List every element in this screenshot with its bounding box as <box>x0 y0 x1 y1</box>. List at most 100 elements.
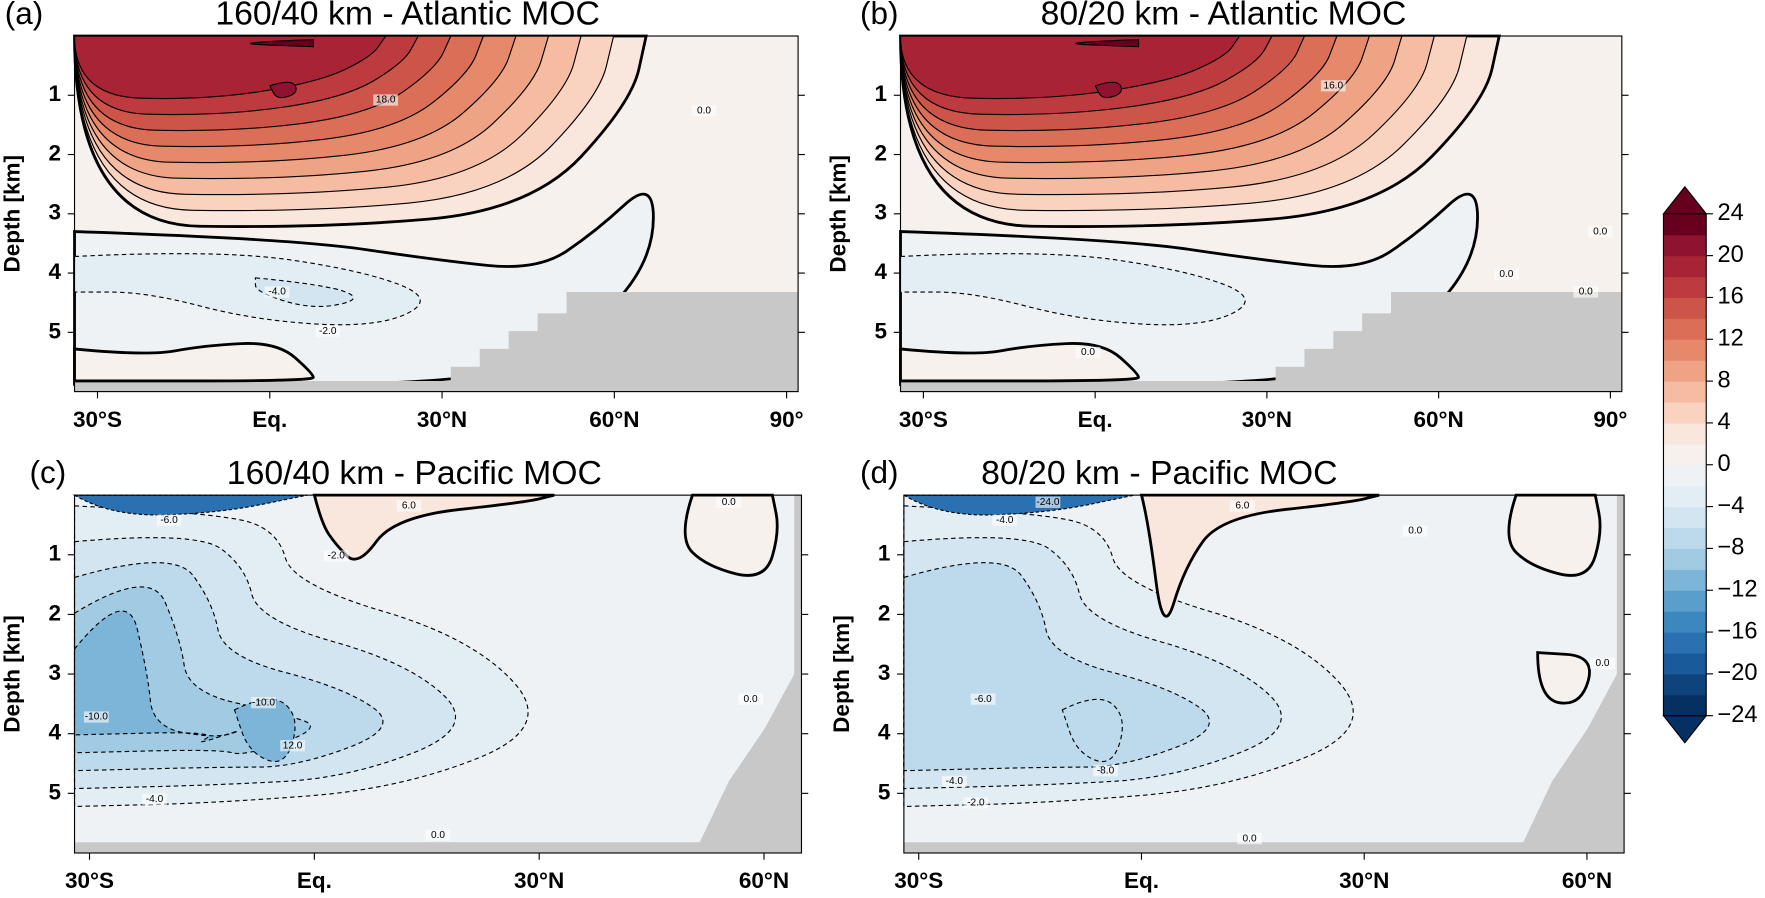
x-tick-label: 60°N <box>1562 868 1612 893</box>
positive-contour <box>1094 81 1122 99</box>
contour-label-bg <box>323 550 349 562</box>
contour-label-bg <box>1590 657 1615 669</box>
positive-cell <box>1507 493 1602 577</box>
y-tick-label: 3 <box>49 200 62 225</box>
panel: (a) 160/40 km - Atlantic MOC Depth [km] 1 2 3… <box>0 0 805 432</box>
contour-label: 6.0 <box>402 501 416 512</box>
positive-contour <box>269 81 297 99</box>
colorbar-segment <box>1663 255 1707 278</box>
colorbar-tick-label: 4 <box>1717 409 1730 435</box>
contour-label-bg <box>264 286 290 298</box>
contour-label-bg <box>1229 500 1255 512</box>
colorbar: 24 20 16 12 8 4 0 −4 −8 −12 −16 −20 −24 <box>1662 185 1758 744</box>
panel-label: (a) <box>5 0 44 31</box>
y-tick-label: 2 <box>49 600 62 625</box>
y-tick-label: 2 <box>49 140 62 165</box>
colorbar-tick-label: −24 <box>1717 702 1757 728</box>
colorbar-segment <box>1663 234 1707 257</box>
colorbar-segment <box>1663 360 1707 382</box>
contour-label-bg <box>83 711 109 723</box>
x-tick-label: 30°S <box>894 868 943 893</box>
topography <box>903 495 1625 853</box>
contour-label-bg <box>738 693 763 705</box>
surface-negative <box>72 494 308 516</box>
x-tick-label: Eq. <box>1078 407 1113 432</box>
colorbar-segment <box>1663 443 1707 466</box>
colorbar-segment <box>1663 318 1707 340</box>
contour-label-bg <box>251 697 276 709</box>
contour-label: -2.0 <box>319 326 337 337</box>
contour-label-bg <box>970 693 996 705</box>
colorbar-tick-label: 16 <box>1717 284 1743 310</box>
colorbar-extend-top <box>1662 185 1708 215</box>
x-tick-label: 30°S <box>65 868 114 893</box>
contour-label-bg <box>1075 346 1101 359</box>
x-tick-label: 90° <box>1593 407 1627 432</box>
colorbar-segment <box>1663 590 1707 612</box>
colorbar-segment <box>1663 276 1707 299</box>
contour-label-bg <box>280 740 305 752</box>
contour-label-bg <box>691 105 717 117</box>
contour-label: -4.0 <box>996 515 1014 526</box>
colorbar-segment <box>1663 632 1707 654</box>
contour-label-bg <box>1587 225 1613 238</box>
x-tick-label: 30°S <box>73 407 122 432</box>
colorbar-segment <box>1663 548 1707 570</box>
contour-label: 16.0 <box>1323 80 1343 91</box>
colorbar-segment <box>1663 527 1707 549</box>
contour-label: 6.0 <box>1235 501 1249 512</box>
y-axis-label: Depth [km] <box>829 615 854 733</box>
positive-cell <box>1139 493 1380 618</box>
y-tick-label: 2 <box>878 600 891 625</box>
contour-label-bg <box>1402 525 1428 537</box>
contour-label: 0.0 <box>744 694 758 705</box>
contour-label: 0.0 <box>1408 526 1422 537</box>
x-tick-label: 60°N <box>1413 407 1463 432</box>
y-tick-label: 5 <box>874 318 887 343</box>
contour-label: 12.0 <box>283 740 303 751</box>
contour-label: 0.0 <box>1081 347 1095 358</box>
y-tick-label: 5 <box>878 779 891 804</box>
colorbar-tick-label: −12 <box>1717 576 1757 602</box>
y-tick-label: 1 <box>49 541 62 566</box>
colorbar-tick-label: 12 <box>1717 326 1743 352</box>
contour-label: -24.0 <box>1036 497 1059 508</box>
contour-label: -6.0 <box>160 515 178 526</box>
topography <box>74 495 802 853</box>
contour-label-bg <box>1573 286 1599 298</box>
y-tick-label: 2 <box>874 140 887 165</box>
dashed-contour <box>74 253 421 326</box>
positive-contour <box>1075 38 1140 48</box>
colorbar-segment <box>1663 422 1707 445</box>
colorbar-segment <box>1663 402 1707 424</box>
contour-label: -4.0 <box>146 794 164 805</box>
contour-label-bg <box>716 496 742 508</box>
contour-label-bg <box>941 775 967 788</box>
dashed-contour <box>900 253 1246 326</box>
panel-label: (b) <box>860 0 899 31</box>
contour-label-bg <box>396 500 422 512</box>
colorbar-tick-label: 8 <box>1717 367 1730 393</box>
x-tick-label: 30°N <box>1339 868 1389 893</box>
positive-contour <box>250 38 314 48</box>
y-tick-label: 3 <box>874 200 887 225</box>
contour-label-bg <box>156 514 182 526</box>
contour-label: 18.0 <box>376 95 396 106</box>
contour-label: -2.0 <box>967 798 985 809</box>
colorbar-segment <box>1663 213 1707 236</box>
colorbar-segment <box>1663 569 1707 591</box>
contour-label: 0.0 <box>431 830 445 841</box>
colorbar-tick-label: −4 <box>1717 493 1744 519</box>
colorbar-extend-bottom <box>1662 715 1708 744</box>
negative-core <box>1061 698 1123 763</box>
panel: (d) 80/20 km - Pacific MOC Depth [km] 1 2 3 4 5… <box>829 454 1631 893</box>
y-tick-label: 3 <box>878 660 891 685</box>
y-tick-label: 3 <box>49 660 62 685</box>
colorbar-segment <box>1663 464 1707 487</box>
positive-cell <box>1536 651 1591 705</box>
x-tick-label: 90° <box>770 407 804 432</box>
contour-label-bg <box>1035 496 1061 508</box>
contour-label-bg <box>1237 833 1262 845</box>
negative-contour <box>73 610 239 743</box>
x-tick-label: 30°S <box>899 407 948 432</box>
